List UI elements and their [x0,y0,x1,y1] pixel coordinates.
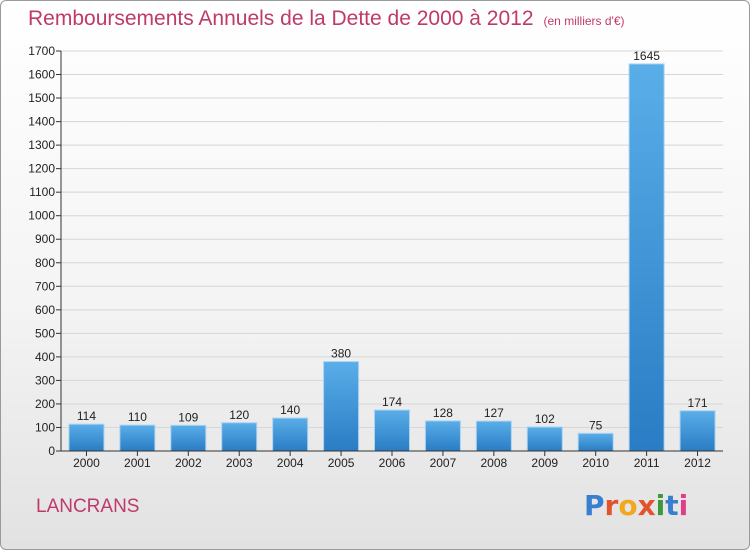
bar-value-label: 171 [688,396,708,410]
bar [221,422,258,452]
y-tick-label: 1300 [28,138,55,152]
x-tick-label: 2010 [582,456,609,470]
bar-value-label: 102 [535,412,555,426]
x-tick-label: 2005 [328,456,355,470]
bars: 114 110 109 120 140 380 174 128 127 102 75 1645 171 [68,49,716,452]
bar-value-label: 380 [331,347,351,361]
bar [374,409,410,452]
logo-letter: r [604,489,619,522]
y-axis: 0 100 200 300 400 500 600 700 800 900 1000 1100 1200… [28,44,62,458]
chart-title: Remboursements Annuels de la Dette de 20… [28,7,625,31]
bar [475,420,512,452]
logo-letter: i [678,489,689,522]
bar [526,426,563,452]
x-tick-label: 2009 [531,456,558,470]
bar [323,361,360,452]
x-tick-label: 2004 [277,456,304,470]
x-tick-label: 2011 [634,456,660,470]
y-tick-label: 1200 [28,162,55,176]
bar-value-label: 109 [178,410,198,424]
bar-value-label: 1645 [633,49,660,63]
logo-letter: P [584,489,605,522]
bar [272,417,309,452]
bar-value-label: 114 [77,409,96,423]
bar-value-label: 110 [128,410,147,424]
y-tick-label: 1500 [28,91,55,105]
y-tick-label: 700 [35,279,55,293]
x-tick-label: 2007 [430,456,457,470]
bar-value-label: 127 [484,406,504,420]
x-tick-label: 2012 [684,456,711,470]
x-tick-label: 2000 [73,456,100,470]
logo-letter: x [637,489,656,522]
bar-value-label: 120 [229,408,249,422]
x-tick-label: 2006 [379,456,406,470]
bar-value-label: 174 [382,395,402,409]
y-tick-label: 1400 [28,115,55,129]
logo-letter: i [655,489,666,522]
bar [170,424,207,452]
bar-value-label: 140 [280,403,300,417]
y-tick-label: 600 [35,303,55,317]
x-axis: 2000 2001 2002 2003 2004 2005 2006 2007 2008 2009… [61,450,723,470]
bar-value-label: 75 [589,418,603,432]
bar [68,423,105,452]
x-tick-label: 2003 [226,456,253,470]
logo-letter: o [618,489,638,522]
y-tick-label: 500 [35,326,55,340]
y-tick-label: 1600 [28,68,55,82]
y-tick-label: 1100 [29,185,55,199]
proxiti-logo[interactable]: Proxiti [584,489,688,522]
logo-letter: t [665,489,679,522]
grid-lines [61,50,723,452]
chart-unit: (en milliers d'€) [543,14,625,28]
y-tick-label: 100 [35,420,55,434]
y-tick-label: 0 [48,444,55,458]
bar [424,420,461,452]
bar [679,410,716,452]
y-tick-label: 200 [35,397,55,411]
commune-name: LANCRANS [36,496,140,517]
y-tick-label: 1700 [28,44,55,58]
y-tick-label: 1000 [28,209,55,223]
y-tick-label: 900 [35,232,55,246]
x-tick-label: 2008 [480,456,507,470]
y-tick-label: 400 [35,350,55,364]
bar [119,424,156,452]
y-tick-label: 300 [35,373,55,387]
y-tick-label: 800 [35,256,55,270]
x-tick-label: 2001 [124,456,151,470]
chart-title-text: Remboursements Annuels de la Dette de 20… [28,7,534,30]
x-tick-label: 2002 [175,456,202,470]
bar [628,63,665,452]
bar [577,432,614,452]
bar-value-label: 128 [433,406,453,420]
